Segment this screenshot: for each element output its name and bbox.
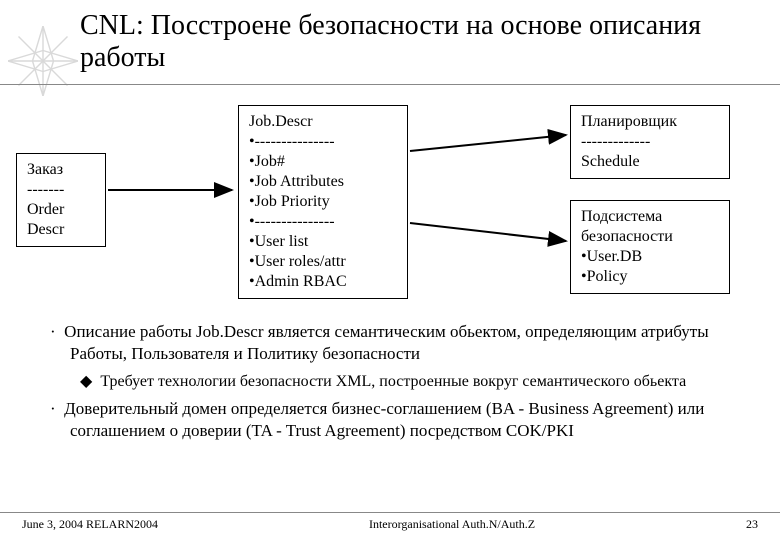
arrow-jobd-security — [408, 217, 572, 249]
node-line: •--------------- — [249, 212, 397, 232]
node-line: •Policy — [581, 267, 719, 287]
diagram-area: Заказ ------- Order Descr Job.Descr •---… — [10, 105, 770, 315]
node-jobdescr: Job.Descr •--------------- •Job# •Job At… — [238, 105, 408, 299]
node-line: •--------------- — [249, 132, 397, 152]
bullet-list: · Описание работы Job.Descr является сем… — [0, 321, 780, 442]
node-line: Job.Descr — [249, 112, 397, 132]
node-line: Заказ — [27, 160, 95, 180]
slide-title: CNL: Посстроене безопасности на основе о… — [0, 0, 780, 85]
node-line: •User list — [249, 232, 397, 252]
node-line: безопасности — [581, 227, 719, 247]
node-zakaz: Заказ ------- Order Descr — [16, 153, 106, 247]
node-security: Подсистема безопасности •User.DB •Policy — [570, 200, 730, 294]
node-line: Планировщик — [581, 112, 719, 132]
bullet-text: Описание работы Job.Descr является семан… — [64, 322, 708, 363]
footer-right: 23 — [746, 517, 758, 532]
bullet-text: Доверительный домен определяется бизнес-… — [64, 399, 704, 440]
node-line: •User roles/attr — [249, 252, 397, 272]
arrow-jobd-planner — [408, 127, 572, 159]
node-line: Descr — [27, 220, 95, 240]
footer-center: Interorganisational Auth.N/Auth.Z — [369, 517, 535, 532]
node-line: Schedule — [581, 152, 719, 172]
footer-left: June 3, 2004 RELARN2004 — [22, 517, 158, 532]
node-line: ------------- — [581, 132, 719, 152]
bullet-marker: · — [50, 399, 56, 418]
node-line: ------- — [27, 180, 95, 200]
bullet-text: Требует технологии безопасности XML, пос… — [100, 373, 686, 390]
bullet-marker: · — [50, 322, 56, 341]
node-line: Order — [27, 200, 95, 220]
bullet-level2: ◆ Требует технологии безопасности XML, п… — [80, 372, 758, 393]
node-line: •User.DB — [581, 247, 719, 267]
node-line: •Admin RBAC — [249, 272, 397, 292]
arrow-zakaz-jobd — [106, 180, 238, 200]
bullet-marker: ◆ — [80, 373, 92, 390]
node-line: Подсистема — [581, 207, 719, 227]
node-line: •Job Attributes — [249, 172, 397, 192]
node-line: •Job Priority — [249, 192, 397, 212]
slide: CNL: Посстроене безопасности на основе о… — [0, 0, 780, 540]
node-line: •Job# — [249, 152, 397, 172]
node-planner: Планировщик ------------- Schedule — [570, 105, 730, 179]
bullet-level1: · Доверительный домен определяется бизне… — [50, 398, 758, 442]
footer: June 3, 2004 RELARN2004 Interorganisatio… — [0, 512, 780, 532]
bullet-level1: · Описание работы Job.Descr является сем… — [50, 321, 758, 365]
